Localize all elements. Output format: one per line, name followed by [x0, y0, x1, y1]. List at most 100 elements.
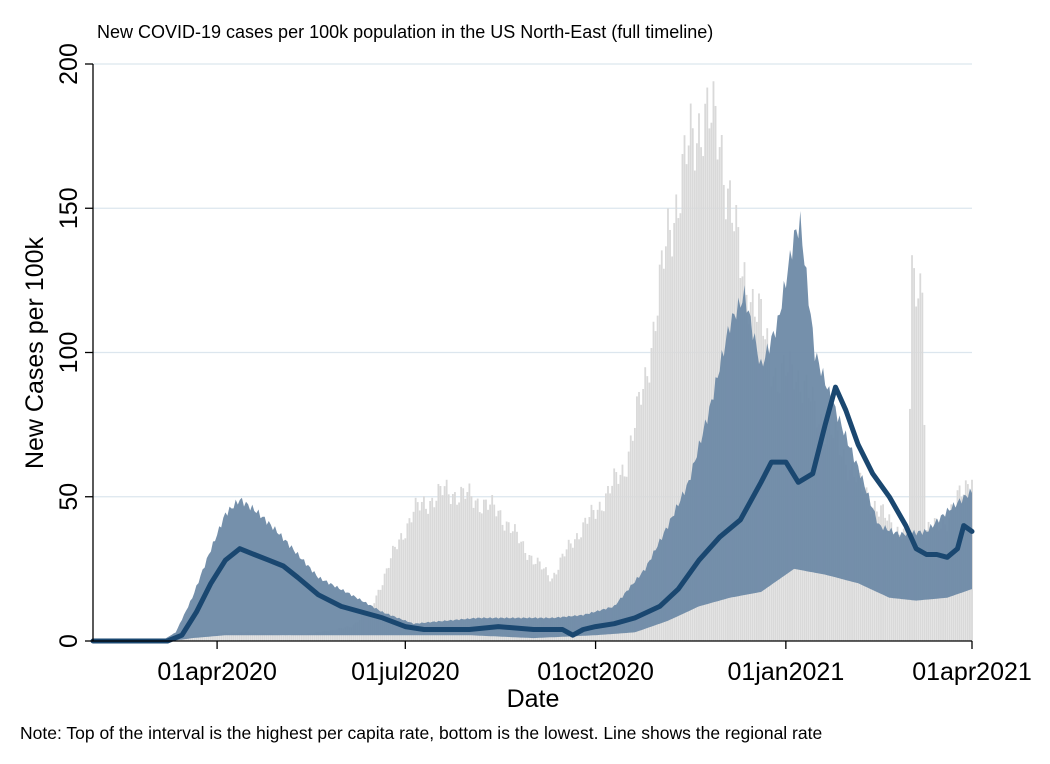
daily-bar [528, 555, 531, 641]
daily-bar [522, 541, 525, 641]
daily-bar [493, 504, 496, 641]
daily-bar [656, 315, 659, 641]
daily-bar [197, 635, 200, 641]
daily-bar [714, 105, 717, 641]
daily-bar [319, 632, 322, 641]
daily-bar [472, 507, 475, 641]
daily-bar [590, 504, 593, 641]
daily-bar [458, 502, 460, 641]
daily-bar [183, 638, 185, 641]
daily-bar [642, 389, 645, 641]
daily-bar [495, 516, 498, 641]
daily-bar [443, 486, 446, 641]
daily-bar [609, 493, 611, 641]
daily-bar [292, 634, 295, 641]
daily-bar [327, 631, 330, 641]
daily-bar [214, 633, 216, 641]
y-axis-ticks: 0 50 100 150 200 [55, 43, 93, 648]
daily-bar [431, 497, 434, 641]
daily-bar [687, 145, 690, 641]
daily-bar [602, 511, 605, 641]
daily-bar [464, 498, 467, 641]
y-tick-label: 50 [55, 483, 83, 511]
daily-bar [181, 638, 183, 641]
daily-bar [290, 634, 293, 641]
daily-bar [209, 634, 212, 641]
daily-bar [191, 636, 194, 641]
daily-bar [412, 511, 415, 641]
daily-bar [466, 492, 469, 641]
daily-bar [485, 499, 487, 641]
daily-bar [677, 218, 680, 641]
daily-bar [454, 492, 456, 641]
daily-bar [648, 382, 651, 641]
daily-bar [245, 631, 247, 641]
daily-bar [404, 538, 407, 641]
daily-bar [313, 632, 316, 641]
daily-bar [282, 635, 285, 641]
daily-bar [505, 521, 508, 641]
daily-bar [406, 523, 409, 641]
x-axis-title: Date [507, 685, 560, 713]
daily-bar [658, 264, 661, 641]
daily-bar [267, 633, 270, 641]
daily-bar [460, 486, 463, 641]
daily-bar [425, 508, 427, 641]
daily-bar [551, 578, 554, 641]
daily-bar [700, 147, 702, 642]
daily-bar [530, 555, 533, 641]
daily-bar [203, 635, 206, 641]
daily-bar [636, 396, 638, 641]
daily-bar [509, 532, 512, 641]
daily-bar [311, 633, 314, 641]
daily-bar [629, 435, 632, 641]
x-tick-label: 01jul2020 [351, 658, 459, 686]
regional-rate-line [90, 384, 975, 644]
daily-bar [230, 632, 233, 641]
daily-bar [520, 541, 523, 641]
daily-bar [410, 522, 413, 641]
daily-bar [698, 113, 700, 641]
daily-bar [580, 537, 583, 641]
daily-bar [514, 524, 516, 641]
daily-bar [234, 633, 237, 641]
daily-bar [518, 543, 520, 641]
daily-bar [300, 633, 303, 641]
daily-bar [491, 495, 494, 641]
daily-bar [307, 633, 309, 641]
daily-bar [199, 635, 202, 641]
daily-bar [526, 559, 529, 641]
daily-bar [650, 348, 653, 641]
daily-bar [480, 513, 483, 641]
chart-note: Note: Top of the interval is the highest… [20, 723, 822, 743]
daily-bar [391, 545, 394, 641]
daily-bar [511, 531, 514, 641]
daily-bar [623, 476, 626, 641]
daily-bar [911, 255, 913, 641]
daily-bar [540, 569, 543, 641]
x-axis-ticks: 01apr2020 01jul2020 01oct2020 01jan2021 01ap… [157, 641, 1032, 686]
daily-bar [309, 633, 312, 641]
daily-bar [536, 557, 539, 641]
daily-bar [596, 509, 599, 641]
daily-bar [567, 539, 570, 641]
daily-bar [621, 464, 624, 641]
daily-bar [257, 633, 260, 641]
daily-bar [470, 496, 473, 641]
daily-bar [919, 273, 922, 641]
daily-bar [565, 549, 568, 641]
daily-bar [679, 213, 682, 641]
daily-bar [294, 634, 297, 641]
daily-bar [482, 499, 485, 641]
daily-bar [573, 539, 576, 641]
daily-bar [241, 632, 243, 641]
daily-bar [588, 517, 591, 641]
y-tick-label: 0 [55, 634, 83, 648]
daily-bar [691, 128, 694, 642]
daily-bar [909, 408, 911, 641]
daily-bar [708, 128, 711, 641]
x-tick-label: 01apr2021 [912, 658, 1032, 686]
daily-bar [917, 298, 920, 641]
daily-bar [489, 504, 492, 641]
daily-bar [534, 563, 537, 641]
